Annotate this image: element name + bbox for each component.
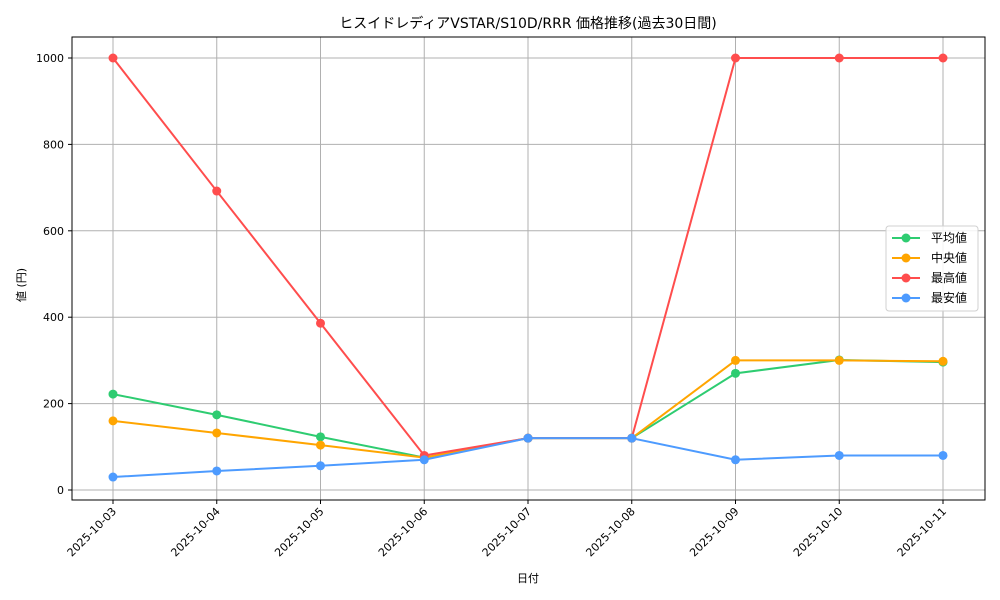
legend-label: 最高値 <box>931 270 967 285</box>
legend-label: 中央値 <box>931 250 967 265</box>
legend-item: 中央値 <box>892 250 967 265</box>
legend-item: 最高値 <box>892 270 967 285</box>
y-tick-label: 400 <box>43 311 64 324</box>
x-tick-label: 2025-10-03 <box>65 505 119 559</box>
data-point <box>316 432 325 442</box>
data-point <box>834 355 844 365</box>
x-tick-label: 2025-10-10 <box>791 505 845 559</box>
x-axis-ticks: 2025-10-03 2025-10-04 2025-10-05 2025-10-06… <box>65 500 949 559</box>
x-tick-label: 2025-10-08 <box>583 505 637 559</box>
legend-label: 最安値 <box>931 290 967 305</box>
legend-marker-icon <box>901 293 911 303</box>
data-point <box>627 433 637 443</box>
x-tick-label: 2025-10-11 <box>895 505 949 559</box>
y-tick-label: 800 <box>43 138 64 151</box>
series-3 <box>108 433 948 482</box>
x-tick-label: 2025-10-07 <box>480 505 534 559</box>
x-axis-label: 日付 <box>517 572 539 585</box>
data-point <box>108 472 118 482</box>
data-point <box>834 450 844 460</box>
x-tick-label: 2025-10-05 <box>272 505 326 559</box>
data-point <box>316 461 325 471</box>
data-point <box>212 186 222 196</box>
data-point <box>938 450 948 460</box>
chart-title: ヒスイドレディアVSTAR/S10D/RRR 価格推移(過去30日間) <box>339 15 717 32</box>
data-point <box>731 368 740 378</box>
data-point <box>108 389 118 399</box>
data-point <box>316 318 325 328</box>
data-point <box>731 53 740 63</box>
data-point <box>731 455 740 465</box>
legend-item: 最安値 <box>892 290 967 305</box>
series-lines <box>108 53 948 482</box>
legend-label: 平均値 <box>931 230 967 245</box>
y-tick-label: 600 <box>43 225 64 238</box>
x-tick-label: 2025-10-04 <box>168 505 222 559</box>
data-point <box>108 416 118 426</box>
data-point <box>938 356 948 366</box>
data-point <box>419 455 429 465</box>
legend-item: 平均値 <box>892 230 967 245</box>
data-point <box>316 440 325 450</box>
data-point <box>731 355 740 365</box>
data-point <box>523 433 533 443</box>
data-point <box>108 53 118 63</box>
y-axis-label: 値 (円) <box>15 268 28 302</box>
y-axis-ticks: 0 200 400 600 800 1000 <box>36 52 72 497</box>
data-point <box>212 428 222 438</box>
legend-marker-icon <box>901 253 911 263</box>
grid-lines <box>72 37 985 500</box>
legend-marker-icon <box>901 233 911 243</box>
data-point <box>938 53 948 63</box>
data-point <box>212 466 222 476</box>
y-tick-label: 1000 <box>36 52 64 65</box>
x-tick-label: 2025-10-06 <box>376 505 430 559</box>
legend-marker-icon <box>901 273 911 283</box>
data-point <box>212 410 222 420</box>
legend-box <box>885 225 979 312</box>
data-point <box>834 53 844 63</box>
x-tick-label: 2025-10-09 <box>687 505 741 559</box>
y-tick-label: 200 <box>43 398 64 411</box>
y-tick-label: 0 <box>57 484 64 497</box>
